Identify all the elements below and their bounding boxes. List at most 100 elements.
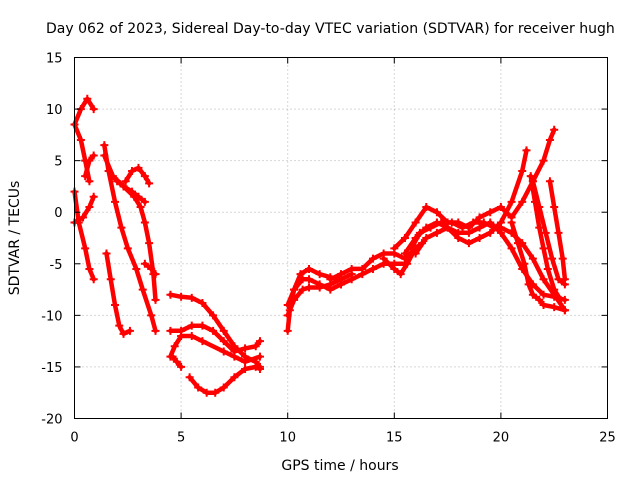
data-point-marker bbox=[458, 223, 467, 232]
data-point-marker bbox=[255, 352, 264, 361]
data-point-marker bbox=[147, 264, 156, 273]
data-point-marker bbox=[241, 344, 250, 353]
data-point-marker bbox=[469, 218, 478, 227]
data-point-marker bbox=[454, 234, 463, 242]
data-point-marker bbox=[177, 331, 186, 340]
axis-ticks: 0 5 10 15 20 25 -20 -15 -10 -5 0 5 10 15 bbox=[41, 52, 616, 446]
data-point-marker bbox=[539, 275, 548, 284]
data-point-marker bbox=[125, 326, 134, 335]
plot-frame bbox=[74, 57, 608, 419]
data-point-marker bbox=[518, 197, 527, 206]
data-point-marker bbox=[411, 218, 420, 227]
data-point-marker bbox=[486, 228, 495, 237]
data-point-marker bbox=[140, 218, 149, 227]
data-point-marker bbox=[79, 213, 88, 222]
data-point-marker bbox=[464, 228, 473, 237]
data-point-marker bbox=[475, 213, 484, 222]
data-point-marker bbox=[290, 285, 299, 294]
data-point-marker bbox=[305, 283, 314, 292]
data-point-marker bbox=[219, 383, 228, 392]
y-tick-label: -15 bbox=[41, 361, 62, 376]
data-point-marker bbox=[550, 125, 559, 134]
data-point-marker bbox=[464, 239, 473, 248]
data-point-marker bbox=[85, 264, 94, 273]
data-point-marker bbox=[198, 337, 207, 346]
data-point-marker bbox=[123, 244, 132, 253]
data-point-marker bbox=[230, 352, 239, 361]
data-point-marker bbox=[550, 303, 559, 312]
data-point-marker bbox=[486, 208, 495, 217]
data-point-marker bbox=[113, 177, 122, 186]
series-sat-c bbox=[81, 151, 98, 181]
series-sat-ad bbox=[545, 177, 569, 284]
series-line bbox=[187, 364, 263, 395]
y-tick-label: -20 bbox=[41, 413, 62, 428]
data-point-marker bbox=[283, 326, 292, 335]
data-point-marker bbox=[379, 254, 388, 263]
data-point-marker bbox=[326, 275, 335, 284]
data-point-marker bbox=[347, 264, 356, 273]
data-point-marker bbox=[315, 280, 324, 289]
data-point-marker bbox=[422, 234, 431, 242]
data-point-marker bbox=[140, 197, 149, 206]
data-point-marker bbox=[400, 234, 409, 242]
series-sat-k bbox=[140, 259, 160, 279]
chart-title: Day 062 of 2023, Sidereal Day-to-day VTE… bbox=[46, 21, 615, 37]
series-sat-s bbox=[283, 275, 345, 310]
series-line bbox=[168, 323, 263, 354]
series-sat-y bbox=[407, 218, 569, 315]
data-point-marker bbox=[134, 192, 143, 201]
data-point-marker bbox=[507, 197, 516, 206]
y-tick-label: 5 bbox=[54, 155, 62, 170]
data-point-marker bbox=[121, 177, 130, 186]
data-point-marker bbox=[211, 388, 220, 397]
data-point-marker bbox=[168, 352, 177, 361]
data-point-marker bbox=[81, 244, 90, 253]
data-point-marker bbox=[337, 280, 345, 289]
data-point-marker bbox=[315, 270, 324, 279]
data-point-marker bbox=[102, 249, 111, 258]
data-point-marker bbox=[136, 203, 145, 212]
x-tick-label: 0 bbox=[70, 431, 78, 446]
series-sat-aa bbox=[507, 218, 569, 315]
data-series-group bbox=[70, 94, 569, 397]
x-tick-label: 20 bbox=[493, 431, 510, 446]
y-tick-label: -5 bbox=[50, 258, 63, 273]
data-point-marker bbox=[255, 337, 264, 346]
data-point-marker bbox=[520, 259, 529, 268]
data-point-marker bbox=[524, 280, 533, 289]
data-point-marker bbox=[528, 177, 537, 186]
data-point-marker bbox=[115, 321, 124, 330]
data-point-marker bbox=[89, 151, 98, 160]
y-axis-label: SDTVAR / TECUs bbox=[7, 181, 23, 296]
data-point-marker bbox=[479, 218, 488, 227]
data-point-marker bbox=[396, 270, 405, 279]
data-point-marker bbox=[550, 285, 559, 294]
data-point-marker bbox=[119, 182, 128, 191]
data-point-marker bbox=[390, 244, 399, 253]
data-point-marker bbox=[209, 326, 218, 335]
data-point-marker bbox=[230, 373, 239, 382]
data-point-marker bbox=[145, 239, 154, 248]
data-point-marker bbox=[85, 203, 94, 212]
data-point-marker bbox=[556, 295, 565, 304]
data-point-marker bbox=[202, 388, 211, 397]
data-point-marker bbox=[100, 141, 109, 150]
data-point-marker bbox=[151, 326, 160, 335]
data-point-marker bbox=[166, 290, 175, 299]
data-point-marker bbox=[518, 166, 527, 175]
data-point-marker bbox=[119, 329, 128, 338]
data-point-marker bbox=[89, 192, 98, 201]
data-point-marker bbox=[415, 228, 424, 237]
data-point-marker bbox=[528, 254, 537, 263]
data-point-marker bbox=[170, 342, 179, 351]
series-sat-h bbox=[102, 249, 134, 338]
data-point-marker bbox=[368, 254, 377, 263]
series-sat-f bbox=[100, 141, 160, 335]
data-point-marker bbox=[422, 203, 431, 212]
data-point-marker bbox=[305, 264, 314, 273]
y-tick-label: -10 bbox=[41, 309, 62, 324]
data-point-marker bbox=[337, 270, 345, 279]
data-point-marker bbox=[496, 203, 505, 212]
